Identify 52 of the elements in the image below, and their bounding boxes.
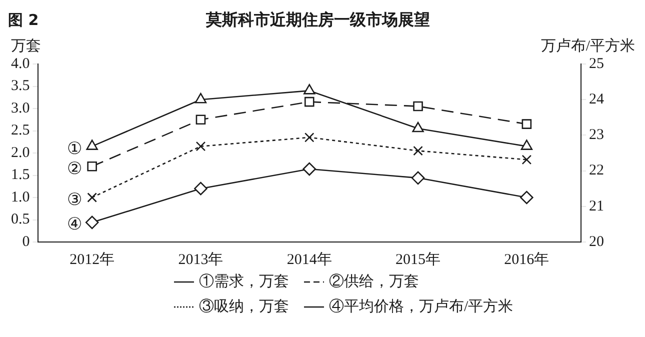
x-tick-label: 2016年 xyxy=(504,250,550,268)
y-tick-label: 2.5 xyxy=(11,122,30,139)
point xyxy=(413,101,423,112)
point xyxy=(411,171,425,185)
point xyxy=(522,154,532,165)
x-tick-label: 2015年 xyxy=(396,250,441,268)
y2-axis-title: 万卢布/平方米 xyxy=(540,37,635,54)
y2-tick-label: 24 xyxy=(589,92,604,108)
y2-tick-label: 20 xyxy=(589,234,604,250)
y-tick-label: 3.0 xyxy=(11,100,30,116)
y2-tick-label: 23 xyxy=(589,127,604,144)
caption: 图 2 xyxy=(8,10,39,30)
annotation: ④ xyxy=(67,214,82,234)
y-tick-label: 0.5 xyxy=(11,212,30,228)
point xyxy=(196,141,206,152)
point xyxy=(196,114,206,125)
y-axis-title: 万套 xyxy=(10,37,41,54)
x-tick-label: 2014年 xyxy=(286,250,332,268)
legend-label: ③吸纳，万套 xyxy=(199,298,289,316)
point xyxy=(85,216,99,230)
point xyxy=(413,146,423,156)
point xyxy=(412,122,424,132)
point xyxy=(520,190,534,204)
point xyxy=(304,96,314,107)
x-tick-label: 2013年 xyxy=(178,250,224,268)
y2-tick-label: 22 xyxy=(589,162,604,179)
point xyxy=(194,182,208,196)
point xyxy=(520,140,533,150)
point xyxy=(194,92,207,104)
y-tick-label: 2.0 xyxy=(11,144,30,161)
x-tick-label: 2012年 xyxy=(70,250,115,268)
y-tick-label: 0 xyxy=(22,234,30,250)
point xyxy=(304,84,316,94)
point xyxy=(304,132,314,142)
point xyxy=(302,162,316,176)
y-tick-label: 1.5 xyxy=(11,167,30,184)
y2-tick-label: 25 xyxy=(589,56,604,72)
annotation: ② xyxy=(67,158,82,178)
annotation: ① xyxy=(67,138,82,158)
y-tick-label: 4.0 xyxy=(11,56,30,72)
point xyxy=(522,119,532,129)
annotation: ③ xyxy=(67,190,82,209)
point xyxy=(87,192,97,202)
legend-label: ②供给，万套 xyxy=(329,272,419,291)
y-tick-label: 1.0 xyxy=(11,189,30,206)
point xyxy=(86,140,98,150)
point xyxy=(87,161,97,172)
legend-label: ④平均价格，万卢布/平方米 xyxy=(329,297,514,316)
y-tick-label: 3.5 xyxy=(11,78,30,94)
chart-title: 莫斯科市近期住房一级市场展望 xyxy=(204,10,431,30)
legend-label: ①需求，万套 xyxy=(199,272,289,291)
y2-tick-label: 21 xyxy=(589,198,604,214)
